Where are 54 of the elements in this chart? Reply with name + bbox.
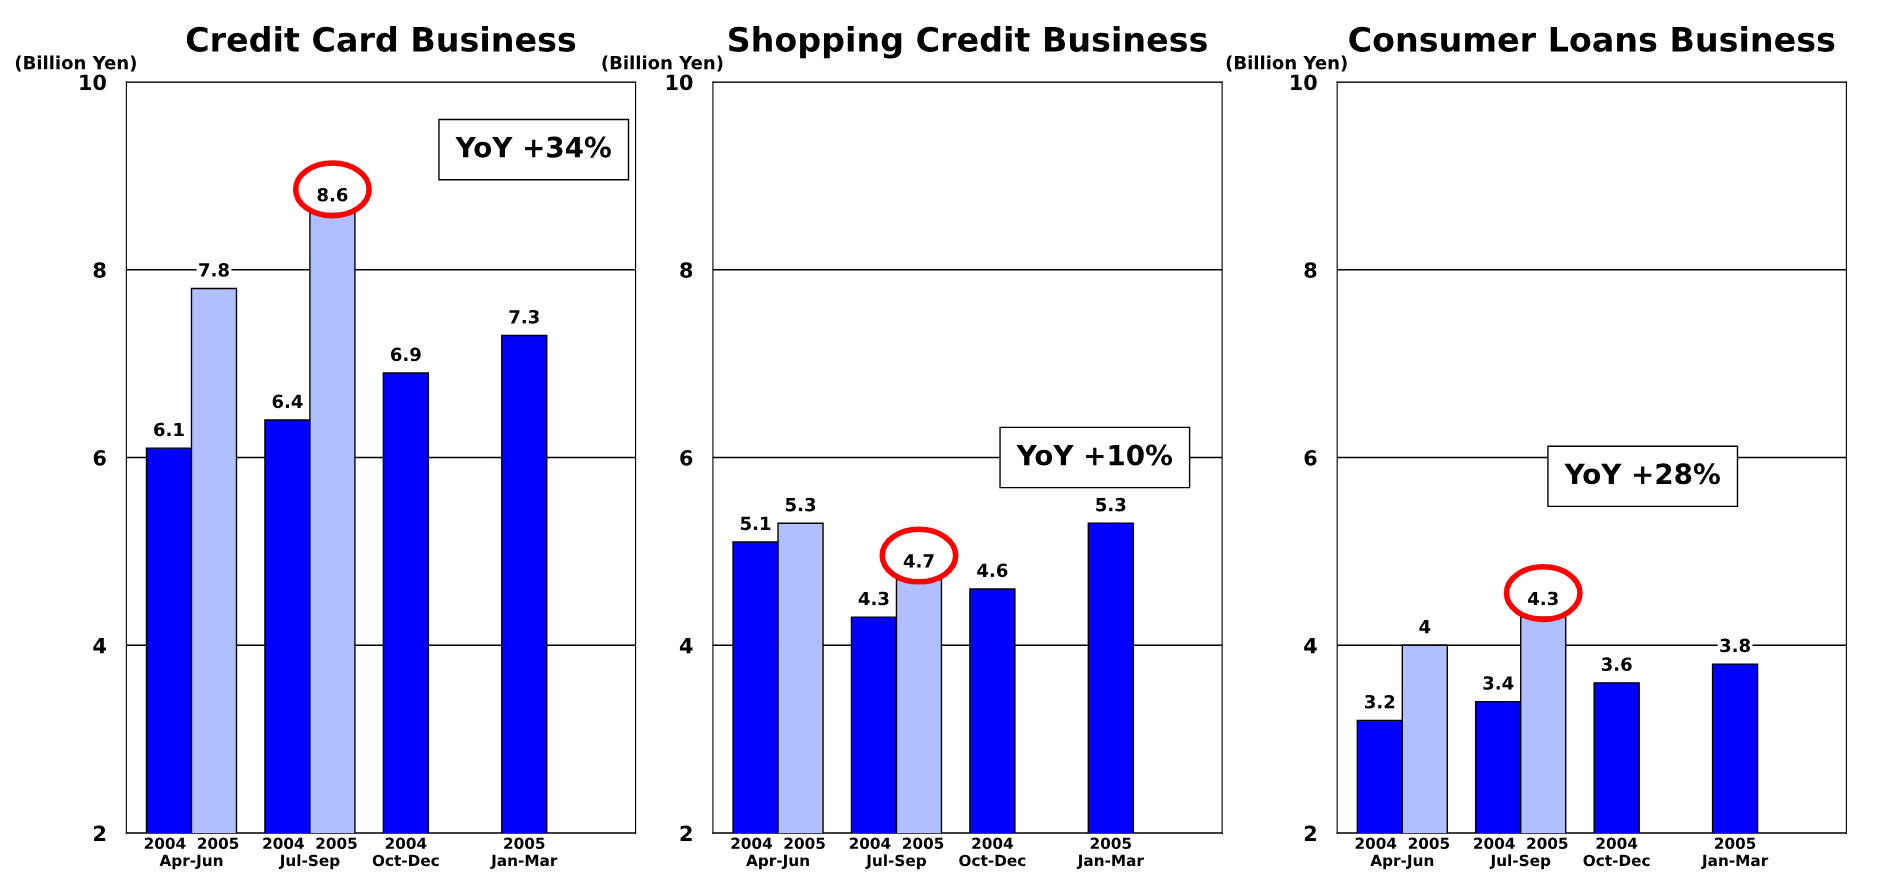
x-tick-label: 2004 2005 Jul-Sep <box>1474 837 1568 870</box>
x-tick-label: 2004 Oct-Dec <box>1583 837 1650 867</box>
y-axis-title: (Billion Yen) <box>602 55 723 72</box>
y-tick-label: 6 <box>680 450 693 466</box>
y-tick-label: 2 <box>680 825 692 841</box>
data-label: 3.4 <box>1483 676 1514 690</box>
data-label: 4.3 <box>858 591 889 606</box>
data-label: 6.1 <box>154 422 184 437</box>
x-tick-label: 2004 2005 Apr-Jun <box>731 837 825 870</box>
y-axis-title: (Billion Yen) <box>15 55 136 72</box>
y-tick-label: 6 <box>1304 450 1317 466</box>
y-tick-label: 8 <box>680 262 693 278</box>
y-tick-label: 8 <box>93 262 106 278</box>
data-label: 6.4 <box>272 394 303 409</box>
x-tick-label: 2004 Oct-Dec <box>372 837 439 867</box>
y-tick-label: 6 <box>93 450 106 466</box>
data-label: 6.9 <box>390 347 421 362</box>
data-label: 4.7 <box>903 554 934 568</box>
y-axis-title: (Billion Yen) <box>1226 55 1347 72</box>
chart-title: Credit Card Business <box>186 26 576 52</box>
x-tick-label: 2004 2005 Jul-Sep <box>263 837 357 870</box>
y-tick-label: 10 <box>80 74 106 91</box>
x-tick-label: 2005 Jan-Mar <box>1076 837 1144 870</box>
y-tick-label: 2 <box>1304 825 1316 841</box>
data-label: 4.6 <box>977 563 1008 578</box>
data-label: 3.6 <box>1601 657 1632 672</box>
data-label: 5.3 <box>785 497 816 512</box>
x-tick-label: 2004 2005 Jul-Sep <box>849 837 944 870</box>
data-label: 4.3 <box>1528 591 1558 606</box>
x-tick-label: 2005 Jan-Mar <box>490 837 558 870</box>
annotation: YoY +28% <box>1564 463 1720 485</box>
chart-title: Consumer Loans Business <box>1349 26 1835 52</box>
y-tick-label: 2 <box>94 825 106 841</box>
data-label: 5.1 <box>740 516 771 531</box>
data-label: 3.2 <box>1365 694 1395 709</box>
y-tick-label: 4 <box>93 638 106 654</box>
data-label: 7.3 <box>509 309 539 324</box>
x-tick-label: 2004 Oct-Dec <box>959 837 1026 867</box>
annotation: YoY +34% <box>455 136 611 158</box>
x-tick-label: 2004 2005 Apr-Jun <box>1355 837 1450 870</box>
y-tick-label: 8 <box>1304 262 1317 278</box>
y-tick-label: 10 <box>666 74 693 91</box>
y-tick-label: 4 <box>679 638 693 654</box>
data-label: 8.6 <box>317 187 348 202</box>
data-label: 3.8 <box>1720 638 1750 653</box>
data-label: 5.3 <box>1096 497 1126 512</box>
data-label: 4 <box>1419 620 1431 634</box>
data-label: 7.8 <box>199 263 229 277</box>
x-tick-label: 2004 2005 Apr-Jun <box>144 837 239 870</box>
chart-title: Shopping Credit Business <box>729 26 1207 59</box>
annotation: YoY +10% <box>1016 444 1173 466</box>
y-tick-label: 4 <box>1304 638 1317 654</box>
y-tick-label: 10 <box>1291 74 1317 91</box>
x-tick-label: 2005 Jan-Mar <box>1701 837 1769 870</box>
